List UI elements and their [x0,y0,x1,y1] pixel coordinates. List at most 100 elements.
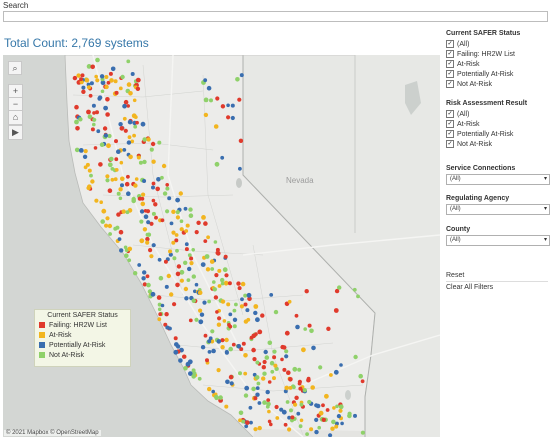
system-marker[interactable] [81,89,86,94]
system-marker[interactable] [92,117,97,122]
system-marker[interactable] [118,196,123,201]
system-marker[interactable] [135,120,139,125]
system-marker[interactable] [157,307,162,312]
system-marker[interactable] [288,377,293,382]
system-marker[interactable] [105,178,110,183]
system-marker[interactable] [95,57,100,63]
system-marker[interactable] [235,77,240,82]
system-marker[interactable] [238,166,242,171]
system-marker[interactable] [178,358,183,363]
system-marker[interactable] [165,186,170,191]
system-marker[interactable] [248,405,253,410]
system-marker[interactable] [179,227,184,232]
system-marker[interactable] [289,408,293,413]
system-marker[interactable] [160,303,165,308]
system-marker[interactable] [157,257,162,262]
system-marker[interactable] [88,93,93,98]
system-marker[interactable] [212,280,216,284]
system-marker[interactable] [100,219,105,224]
system-marker[interactable] [150,291,156,297]
system-marker[interactable] [119,248,124,253]
system-marker[interactable] [179,219,184,223]
system-marker[interactable] [126,174,130,179]
system-marker[interactable] [72,75,78,81]
legend-item-potentially[interactable]: Potentially At-Risk [39,341,130,349]
system-marker[interactable] [220,104,226,109]
system-marker[interactable] [175,215,180,220]
clear-all-filters-button[interactable]: Clear All Filters [446,284,494,291]
system-marker[interactable] [133,124,138,129]
system-marker[interactable] [128,91,133,96]
system-marker[interactable] [239,73,244,78]
system-marker[interactable] [224,350,229,355]
system-marker[interactable] [309,427,314,432]
system-marker[interactable] [253,396,258,401]
system-marker[interactable] [78,117,83,122]
system-marker[interactable] [142,270,147,275]
system-marker[interactable] [175,271,181,277]
system-marker[interactable] [356,294,360,299]
system-marker[interactable] [243,371,248,376]
system-marker[interactable] [101,208,107,214]
system-marker[interactable] [84,77,90,83]
system-marker[interactable] [265,389,270,395]
system-marker[interactable] [80,73,85,78]
system-marker[interactable] [209,98,213,103]
system-marker[interactable] [203,78,208,83]
system-marker[interactable] [214,161,220,167]
system-marker[interactable] [239,304,244,309]
system-marker[interactable] [119,126,125,131]
system-marker[interactable] [339,363,343,367]
play-button[interactable]: ▶ [8,125,23,140]
system-marker[interactable] [148,248,153,253]
system-marker[interactable] [118,187,123,192]
system-marker[interactable] [110,66,116,72]
system-marker[interactable] [206,85,212,91]
system-marker[interactable] [189,261,194,266]
system-marker[interactable] [284,354,289,359]
system-marker[interactable] [76,73,81,78]
system-marker[interactable] [208,336,213,341]
system-marker[interactable] [191,298,196,303]
system-marker[interactable] [246,292,252,298]
search-map-button[interactable]: ⌕ [8,61,22,75]
system-marker[interactable] [266,398,271,402]
system-marker[interactable] [86,109,91,115]
system-marker[interactable] [284,385,290,391]
system-marker[interactable] [118,86,123,91]
system-marker[interactable] [169,292,174,297]
system-marker[interactable] [165,183,169,187]
system-marker[interactable] [227,281,232,286]
system-marker[interactable] [228,346,233,352]
checkbox-row-potentially[interactable]: ✓ Potentially At-Risk [446,129,550,139]
system-marker[interactable] [209,339,215,344]
system-marker[interactable] [163,259,168,264]
system-marker[interactable] [95,110,99,115]
system-marker[interactable] [138,160,143,165]
system-marker[interactable] [166,273,171,279]
system-marker[interactable] [108,232,112,236]
system-marker[interactable] [255,392,260,397]
system-marker[interactable] [146,137,151,142]
system-marker[interactable] [228,374,234,380]
system-marker[interactable] [298,424,303,429]
system-marker[interactable] [87,114,93,119]
system-marker[interactable] [225,379,230,385]
system-marker[interactable] [292,366,298,372]
system-marker[interactable] [204,254,210,259]
system-marker[interactable] [171,209,176,214]
system-marker[interactable] [150,141,156,147]
system-marker[interactable] [146,282,151,288]
system-marker[interactable] [232,324,237,329]
system-marker[interactable] [325,408,330,412]
system-marker[interactable] [135,86,141,91]
system-marker[interactable] [224,337,229,343]
system-marker[interactable] [224,404,229,409]
chevron-down-icon[interactable]: ▾ [543,176,547,182]
system-marker[interactable] [317,425,322,430]
system-marker[interactable] [251,386,256,392]
system-marker[interactable] [120,74,125,80]
system-marker[interactable] [236,344,242,349]
system-marker[interactable] [215,96,220,101]
system-marker[interactable] [220,277,225,283]
